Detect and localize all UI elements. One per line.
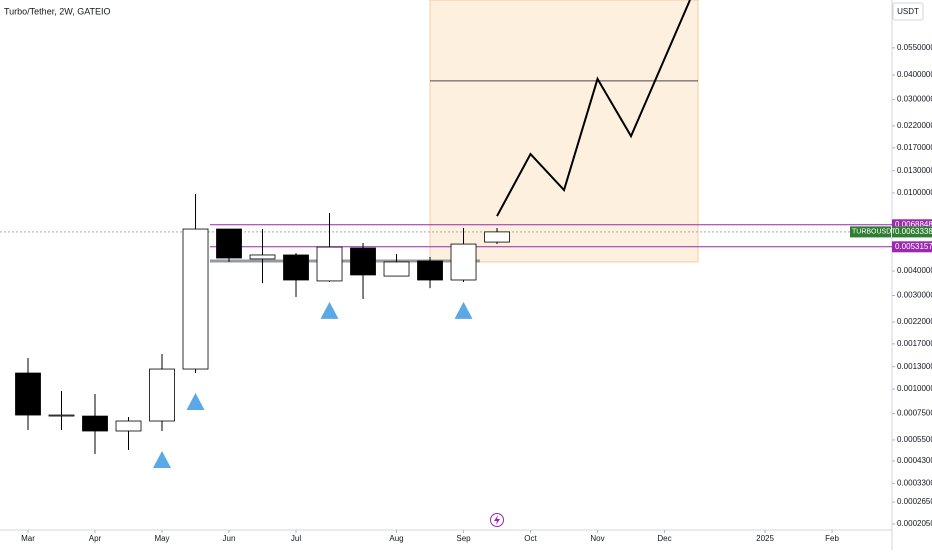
price-label: 0.0053157 <box>895 242 932 251</box>
currency-label[interactable]: USDT <box>897 7 919 16</box>
candle-body <box>15 372 41 416</box>
candle-body <box>216 228 242 259</box>
y-tick-label: 0.0010000 <box>897 384 932 393</box>
y-tick-label: 0.0004300 <box>897 456 932 465</box>
candle-body <box>182 228 209 370</box>
y-tick-label: 0.0007500 <box>897 409 932 418</box>
candle-body <box>316 246 343 282</box>
signal-triangle <box>320 301 339 319</box>
x-tick-label: Jun <box>223 534 236 543</box>
candle-body <box>48 414 75 417</box>
x-tick-label: May <box>154 534 169 543</box>
y-tick-label: 0.0002050 <box>897 519 932 528</box>
y-tick-label: 0.0017000 <box>897 339 932 348</box>
projection-box <box>429 0 699 263</box>
candle-body <box>249 254 276 260</box>
chart-title: Turbo/Tether, 2W, GATEIO <box>4 6 111 16</box>
candle-body <box>383 261 410 277</box>
price-label: 0.0063338 <box>895 227 932 236</box>
y-tick-label: 0.0002650 <box>897 497 932 506</box>
x-tick-label: Dec <box>657 534 671 543</box>
y-tick-label: 0.0550000 <box>897 43 932 52</box>
y-tick-label: 0.0130000 <box>897 166 932 175</box>
x-tick-label: 2025 <box>756 534 774 543</box>
y-tick-label: 0.0220000 <box>897 121 932 130</box>
candle-body <box>283 254 309 281</box>
symbol-label-box <box>850 226 891 238</box>
x-tick-label: Feb <box>825 534 839 543</box>
symbol-label: TURBOUSDT <box>852 229 896 236</box>
signal-triangle <box>454 301 473 319</box>
y-tick-label: 0.0003300 <box>897 479 932 488</box>
price-label: 0.0068848 <box>895 220 932 229</box>
signal-triangle <box>186 393 205 411</box>
signal-triangle <box>153 450 172 468</box>
x-tick-label: Mar <box>21 534 35 543</box>
y-tick-label: 0.0013000 <box>897 362 932 371</box>
y-tick-label: 0.0170000 <box>897 143 932 152</box>
currency-button[interactable] <box>892 2 924 21</box>
price-label-box <box>892 219 932 231</box>
y-tick-label: 0.0400000 <box>897 70 932 79</box>
y-tick-label: 0.0005500 <box>897 435 932 444</box>
candle-body <box>450 243 477 281</box>
y-tick-label: 0.0030000 <box>897 291 932 300</box>
price-label-box <box>892 226 932 238</box>
price-label-box <box>892 241 932 253</box>
candle-body <box>115 420 142 432</box>
y-tick-label: 0.0100000 <box>897 188 932 197</box>
candle-body <box>484 231 510 243</box>
y-tick-label: 0.0300000 <box>897 95 932 104</box>
x-tick-label: Nov <box>590 534 604 543</box>
x-tick-label: Aug <box>389 534 403 543</box>
projection-path <box>496 0 691 217</box>
candle-body <box>82 415 108 432</box>
y-tick-label: 0.0022000 <box>897 317 932 326</box>
event-icon-bolt <box>494 515 500 525</box>
x-tick-label: Sep <box>456 534 471 543</box>
candle-body <box>417 260 443 281</box>
x-tick-label: Apr <box>89 534 102 543</box>
candle-body <box>149 368 175 422</box>
x-tick-label: Jul <box>291 534 301 543</box>
y-tick-label: 0.0040000 <box>897 266 932 275</box>
candle-body <box>350 247 376 276</box>
x-tick-label: Oct <box>524 534 537 543</box>
